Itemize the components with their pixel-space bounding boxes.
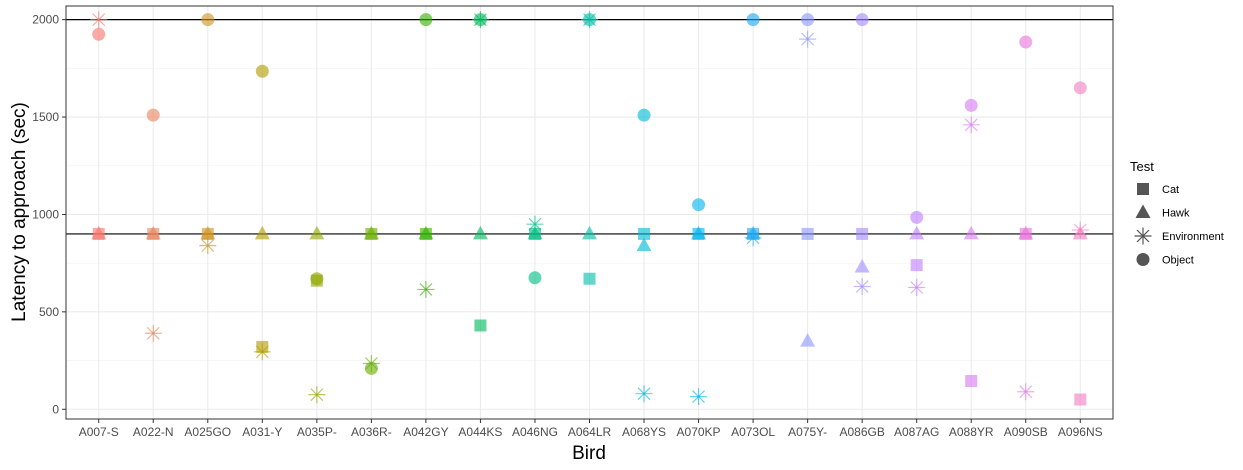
y-tick-label: 500 xyxy=(39,305,59,319)
point-square xyxy=(801,227,814,240)
point-triangle xyxy=(200,225,216,240)
point-circle xyxy=(92,27,106,41)
point-circle xyxy=(364,361,378,375)
point-asterisk xyxy=(799,30,817,48)
point-circle xyxy=(1019,35,1033,49)
x-tick-label: A090SB xyxy=(1004,425,1048,439)
point-square xyxy=(910,259,923,272)
x-tick-label: A096NS xyxy=(1058,425,1103,439)
x-tick-label: A035P- xyxy=(297,425,337,439)
x-tick-label: A025GO xyxy=(184,425,231,439)
x-tick-label: A086GB xyxy=(839,425,884,439)
point-circle xyxy=(528,271,542,285)
point-asterisk xyxy=(308,386,326,404)
x-tick-label: A022-N xyxy=(133,425,174,439)
y-tick-label: 1000 xyxy=(32,207,59,221)
x-tick-label: A064LR xyxy=(568,425,612,439)
x-axis-title: Bird xyxy=(572,443,606,464)
point-asterisk xyxy=(962,116,980,134)
legend-key-square xyxy=(1137,183,1149,195)
point-circle xyxy=(801,13,815,27)
x-tick-label: A068YS xyxy=(622,425,666,439)
y-tick-label: 0 xyxy=(52,402,59,416)
point-triangle xyxy=(363,225,379,240)
point-circle xyxy=(419,13,433,27)
point-asterisk xyxy=(253,343,271,361)
x-tick-label: A031-Y xyxy=(242,425,282,439)
point-asterisk xyxy=(417,280,435,298)
point-triangle xyxy=(800,333,816,347)
point-asterisk xyxy=(853,278,871,296)
point-triangle xyxy=(582,225,597,240)
point-circle xyxy=(310,272,324,286)
point-circle xyxy=(910,210,924,224)
x-axis-ticks: A007-S A022-N A025GO A031-Y A035P- A036R- A042… xyxy=(79,419,1103,439)
x-tick-label: A042GY xyxy=(403,425,448,439)
point-triangle xyxy=(418,225,434,240)
point-triangle xyxy=(472,225,488,240)
legend-label: Cat xyxy=(1162,184,1179,196)
x-tick-label: A007-S xyxy=(79,425,119,439)
point-triangle xyxy=(91,225,107,240)
legend-key-triangle xyxy=(1135,204,1151,218)
legend-key-asterisk xyxy=(1134,227,1152,245)
point-triangle xyxy=(1018,225,1034,240)
point-circle xyxy=(473,13,487,27)
x-tick-label: A046NG xyxy=(512,425,558,439)
legend: Test Cat Hawk Environment Object xyxy=(1130,159,1224,267)
legend-label: Environment xyxy=(1162,231,1224,243)
point-square xyxy=(965,375,978,388)
point-triangle xyxy=(145,225,161,240)
legend-label: Object xyxy=(1162,255,1194,267)
x-tick-label: A087AG xyxy=(894,425,939,439)
legend-title: Test xyxy=(1130,159,1154,174)
point-asterisk xyxy=(908,279,926,297)
point-asterisk xyxy=(1071,221,1089,239)
point-square xyxy=(1074,393,1087,406)
x-tick-label: A088YR xyxy=(949,425,994,439)
y-tick-label: 1500 xyxy=(32,110,59,124)
point-circle xyxy=(692,198,706,212)
x-tick-label: A044KS xyxy=(458,425,502,439)
point-asterisk xyxy=(744,229,762,247)
point-asterisk xyxy=(1017,383,1035,401)
point-circle xyxy=(255,64,269,78)
point-square xyxy=(474,319,487,332)
point-square xyxy=(638,227,651,240)
point-circle xyxy=(146,108,160,122)
point-asterisk xyxy=(526,215,544,233)
point-circle xyxy=(855,13,869,27)
y-axis-ticks: 0 500 1000 1500 2000 xyxy=(32,13,66,416)
point-circle xyxy=(583,13,596,27)
y-tick-label: 2000 xyxy=(32,13,59,27)
point-triangle xyxy=(254,225,270,240)
legend-key-circle xyxy=(1136,253,1150,266)
point-square xyxy=(856,227,869,240)
point-circle xyxy=(637,108,651,122)
point-triangle xyxy=(854,259,870,273)
point-triangle xyxy=(963,225,979,240)
point-triangle xyxy=(636,237,652,252)
x-tick-label: A070KP xyxy=(677,425,721,439)
data-points xyxy=(90,11,1089,406)
x-tick-label: A075Y- xyxy=(788,425,827,439)
point-circle xyxy=(201,13,215,27)
point-asterisk xyxy=(690,388,708,406)
y-axis-title: Latency to approach (sec) xyxy=(9,102,30,322)
legend-label: Hawk xyxy=(1162,208,1190,220)
point-triangle xyxy=(909,225,925,240)
point-circle xyxy=(1073,81,1087,95)
point-triangle xyxy=(691,225,707,240)
point-asterisk xyxy=(144,324,162,342)
x-tick-label: A073OL xyxy=(731,425,775,439)
point-asterisk xyxy=(635,385,653,403)
point-asterisk xyxy=(90,11,108,29)
point-circle xyxy=(964,98,978,112)
point-triangle xyxy=(309,225,325,240)
x-tick-label: A036R- xyxy=(351,425,392,439)
point-square xyxy=(583,272,596,285)
point-circle xyxy=(746,13,760,27)
point-asterisk xyxy=(199,237,217,255)
